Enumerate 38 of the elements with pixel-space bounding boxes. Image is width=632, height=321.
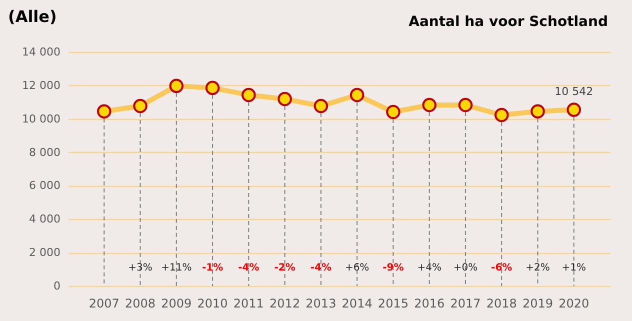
x-tick-label: 2007 — [88, 296, 120, 310]
x-tick-label: 2009 — [161, 296, 192, 310]
x-tick-label: 2019 — [522, 296, 554, 310]
y-tick-label: 10 000 — [22, 112, 60, 126]
x-tick-label: 2020 — [558, 296, 590, 310]
y-tick-label: 6 000 — [29, 179, 60, 192]
y-tick-label: 4 000 — [29, 212, 60, 226]
chart-title: Aantal ha voor Schotland — [408, 14, 608, 30]
annotation: +2% — [526, 262, 550, 274]
annotation: +3% — [128, 262, 152, 274]
x-tick-label: 2008 — [124, 296, 156, 310]
x-tick-label: 2017 — [450, 296, 481, 310]
y-tick-label: 0 — [54, 280, 60, 292]
annotation: -2% — [274, 262, 296, 274]
x-tick-label: 2013 — [306, 296, 336, 310]
annotation: +0% — [453, 262, 478, 274]
annotation: -4% — [310, 262, 332, 274]
x-tick-label: 2014 — [342, 296, 372, 310]
annotation: +6% — [344, 262, 370, 274]
annotation: -6% — [491, 262, 512, 274]
annotation: -4% — [238, 262, 260, 274]
annotation: -9% — [382, 262, 404, 274]
annotation: -1% — [202, 262, 224, 274]
y-tick-label: 12 000 — [22, 78, 60, 92]
y-tick-label: 14 000 — [22, 46, 60, 58]
x-tick-label: 2012 — [270, 296, 300, 310]
y-tick-label: 8 000 — [29, 146, 60, 159]
x-tick-label: 2010 — [197, 296, 228, 310]
annotation: +4% — [417, 262, 442, 274]
x-tick-label: 2016 — [414, 296, 445, 310]
annotation: +1% — [562, 262, 586, 274]
x-tick-label: 2018 — [486, 296, 517, 310]
text: (Alle) — [8, 7, 57, 26]
data-label: 10 542 — [554, 84, 594, 98]
x-tick-label: 2015 — [378, 296, 408, 310]
x-tick-label: 2011 — [233, 296, 264, 310]
annotation: +11% — [161, 262, 192, 274]
y-tick-label: 2 000 — [29, 246, 60, 260]
